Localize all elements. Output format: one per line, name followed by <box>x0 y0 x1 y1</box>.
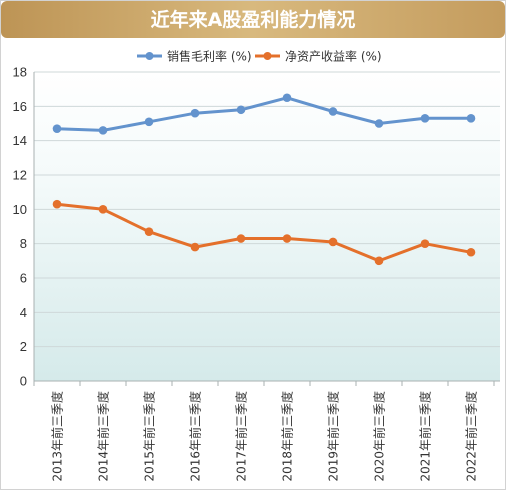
x-tick-label: 2021年前三季度 <box>418 391 433 482</box>
y-tick-label: 8 <box>20 236 27 251</box>
y-tick-label: 4 <box>20 305 27 320</box>
series-line-2 <box>55 202 473 263</box>
legend-marker-series-1 <box>145 52 154 60</box>
data-point-series-2 <box>52 199 62 209</box>
data-point-series-1 <box>190 108 200 118</box>
y-tick-label: 14 <box>13 133 27 148</box>
y-tick-label: 6 <box>20 271 27 286</box>
chart-title: 近年来A股盈利能力情况 <box>151 8 356 31</box>
series-2 <box>52 199 476 266</box>
gridlines <box>34 71 500 348</box>
data-point-series-1 <box>282 93 292 103</box>
x-tick-label: 2016年前三季度 <box>188 391 203 482</box>
series-line-1 <box>55 96 473 132</box>
x-tick-label: 2019年前三季度 <box>326 391 341 482</box>
data-point-series-2 <box>190 242 200 252</box>
title-banner <box>1 1 505 38</box>
data-point-series-1 <box>236 105 246 115</box>
data-point-series-2 <box>282 234 292 243</box>
data-point-series-2 <box>374 256 384 266</box>
data-point-series-2 <box>236 234 246 243</box>
legend-item-series-1: 销售毛利率 (%) <box>137 49 252 64</box>
x-tick-label: 2020年前三季度 <box>372 391 387 482</box>
x-axis-ticks: 2013年前三季度 2014年前三季度 2015年前三季度 2016年前三季度 2017… <box>50 391 479 482</box>
series-group <box>52 93 476 266</box>
legend-label-series-2: 净资产收益率 (%) <box>285 49 382 64</box>
data-point-series-1 <box>420 114 430 123</box>
data-point-series-1 <box>144 117 154 127</box>
x-tick-label: 2018年前三季度 <box>280 391 295 482</box>
axes <box>33 72 500 386</box>
series-1 <box>52 93 476 135</box>
y-tick-label: 10 <box>13 202 27 217</box>
legend-marker-series-2 <box>263 52 272 60</box>
y-tick-label: 2 <box>20 339 27 354</box>
x-tick-label: 2013年前三季度 <box>50 391 65 482</box>
y-axis-ticks: 0 2 4 6 8 10 12 14 16 18 <box>13 65 27 389</box>
y-tick-label: 16 <box>13 99 27 114</box>
plot-area <box>34 72 500 381</box>
data-point-series-2 <box>144 227 154 236</box>
data-point-series-2 <box>98 205 108 214</box>
data-point-series-2 <box>420 239 430 248</box>
data-point-series-1 <box>374 119 384 128</box>
y-tick-label: 12 <box>13 168 27 183</box>
legend: 销售毛利率 (%) 净资产收益率 (%) <box>137 49 382 64</box>
legend-label-series-1: 销售毛利率 (%) <box>167 49 252 64</box>
data-point-series-2 <box>328 237 338 247</box>
y-tick-label: 0 <box>20 374 27 389</box>
legend-item-series-2: 净资产收益率 (%) <box>255 49 382 64</box>
data-point-series-1 <box>98 126 108 135</box>
x-tick-label: 2017年前三季度 <box>234 391 249 482</box>
data-point-series-1 <box>328 107 338 116</box>
data-point-series-1 <box>52 124 62 133</box>
x-tick-label: 2014年前三季度 <box>96 391 111 482</box>
data-point-series-1 <box>466 114 476 123</box>
y-tick-label: 18 <box>13 65 27 80</box>
x-tick-label: 2015年前三季度 <box>142 391 157 482</box>
data-point-series-2 <box>466 247 476 257</box>
x-tick-label: 2022年前三季度 <box>464 391 479 482</box>
